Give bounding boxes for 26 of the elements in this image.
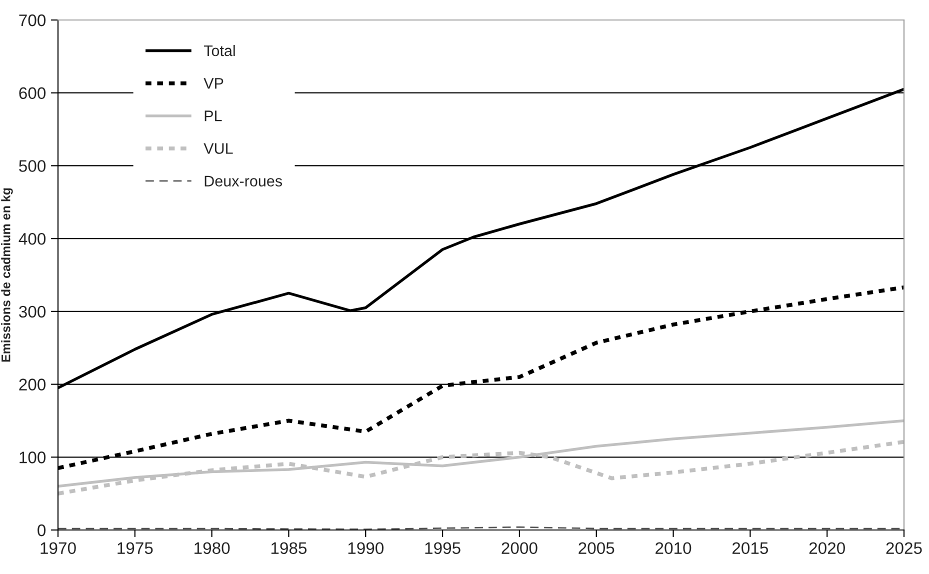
- x-tick-label: 2000: [502, 542, 538, 554]
- y-tick-label: 100: [20, 452, 46, 464]
- legend-label: PL: [204, 110, 222, 122]
- y-tick-label: 500: [19, 160, 46, 172]
- x-tick-label: 1970: [40, 542, 76, 554]
- x-tick-label: 1975: [118, 542, 153, 554]
- x-tick-label: 2025: [886, 542, 922, 554]
- x-tick-label: 2010: [656, 542, 692, 554]
- x-tick-label: 1985: [271, 542, 307, 554]
- x-tick-label: 2015: [732, 542, 768, 554]
- y-tick-label: 200: [19, 378, 46, 390]
- x-tick-label: 1980: [194, 542, 230, 554]
- x-tick-label: 2005: [578, 542, 614, 554]
- y-tick-label: 600: [19, 87, 46, 100]
- legend-label: Total: [204, 44, 235, 56]
- x-tick-label: 2020: [809, 542, 845, 554]
- y-tick-label: 300: [19, 306, 46, 318]
- x-tick-label: 1995: [425, 542, 460, 554]
- legend-label: VP: [204, 78, 224, 89]
- y-axis-title: Emissions de cadmium en kg: [1, 188, 13, 362]
- y-tick-label: 700: [19, 14, 46, 26]
- x-tick-label: 1990: [348, 542, 384, 554]
- legend-label: Deux-roues: [204, 176, 282, 186]
- y-tick-label: 400: [18, 232, 46, 245]
- y-tick-label: 0: [38, 524, 46, 536]
- legend-label: VUL: [204, 143, 233, 154]
